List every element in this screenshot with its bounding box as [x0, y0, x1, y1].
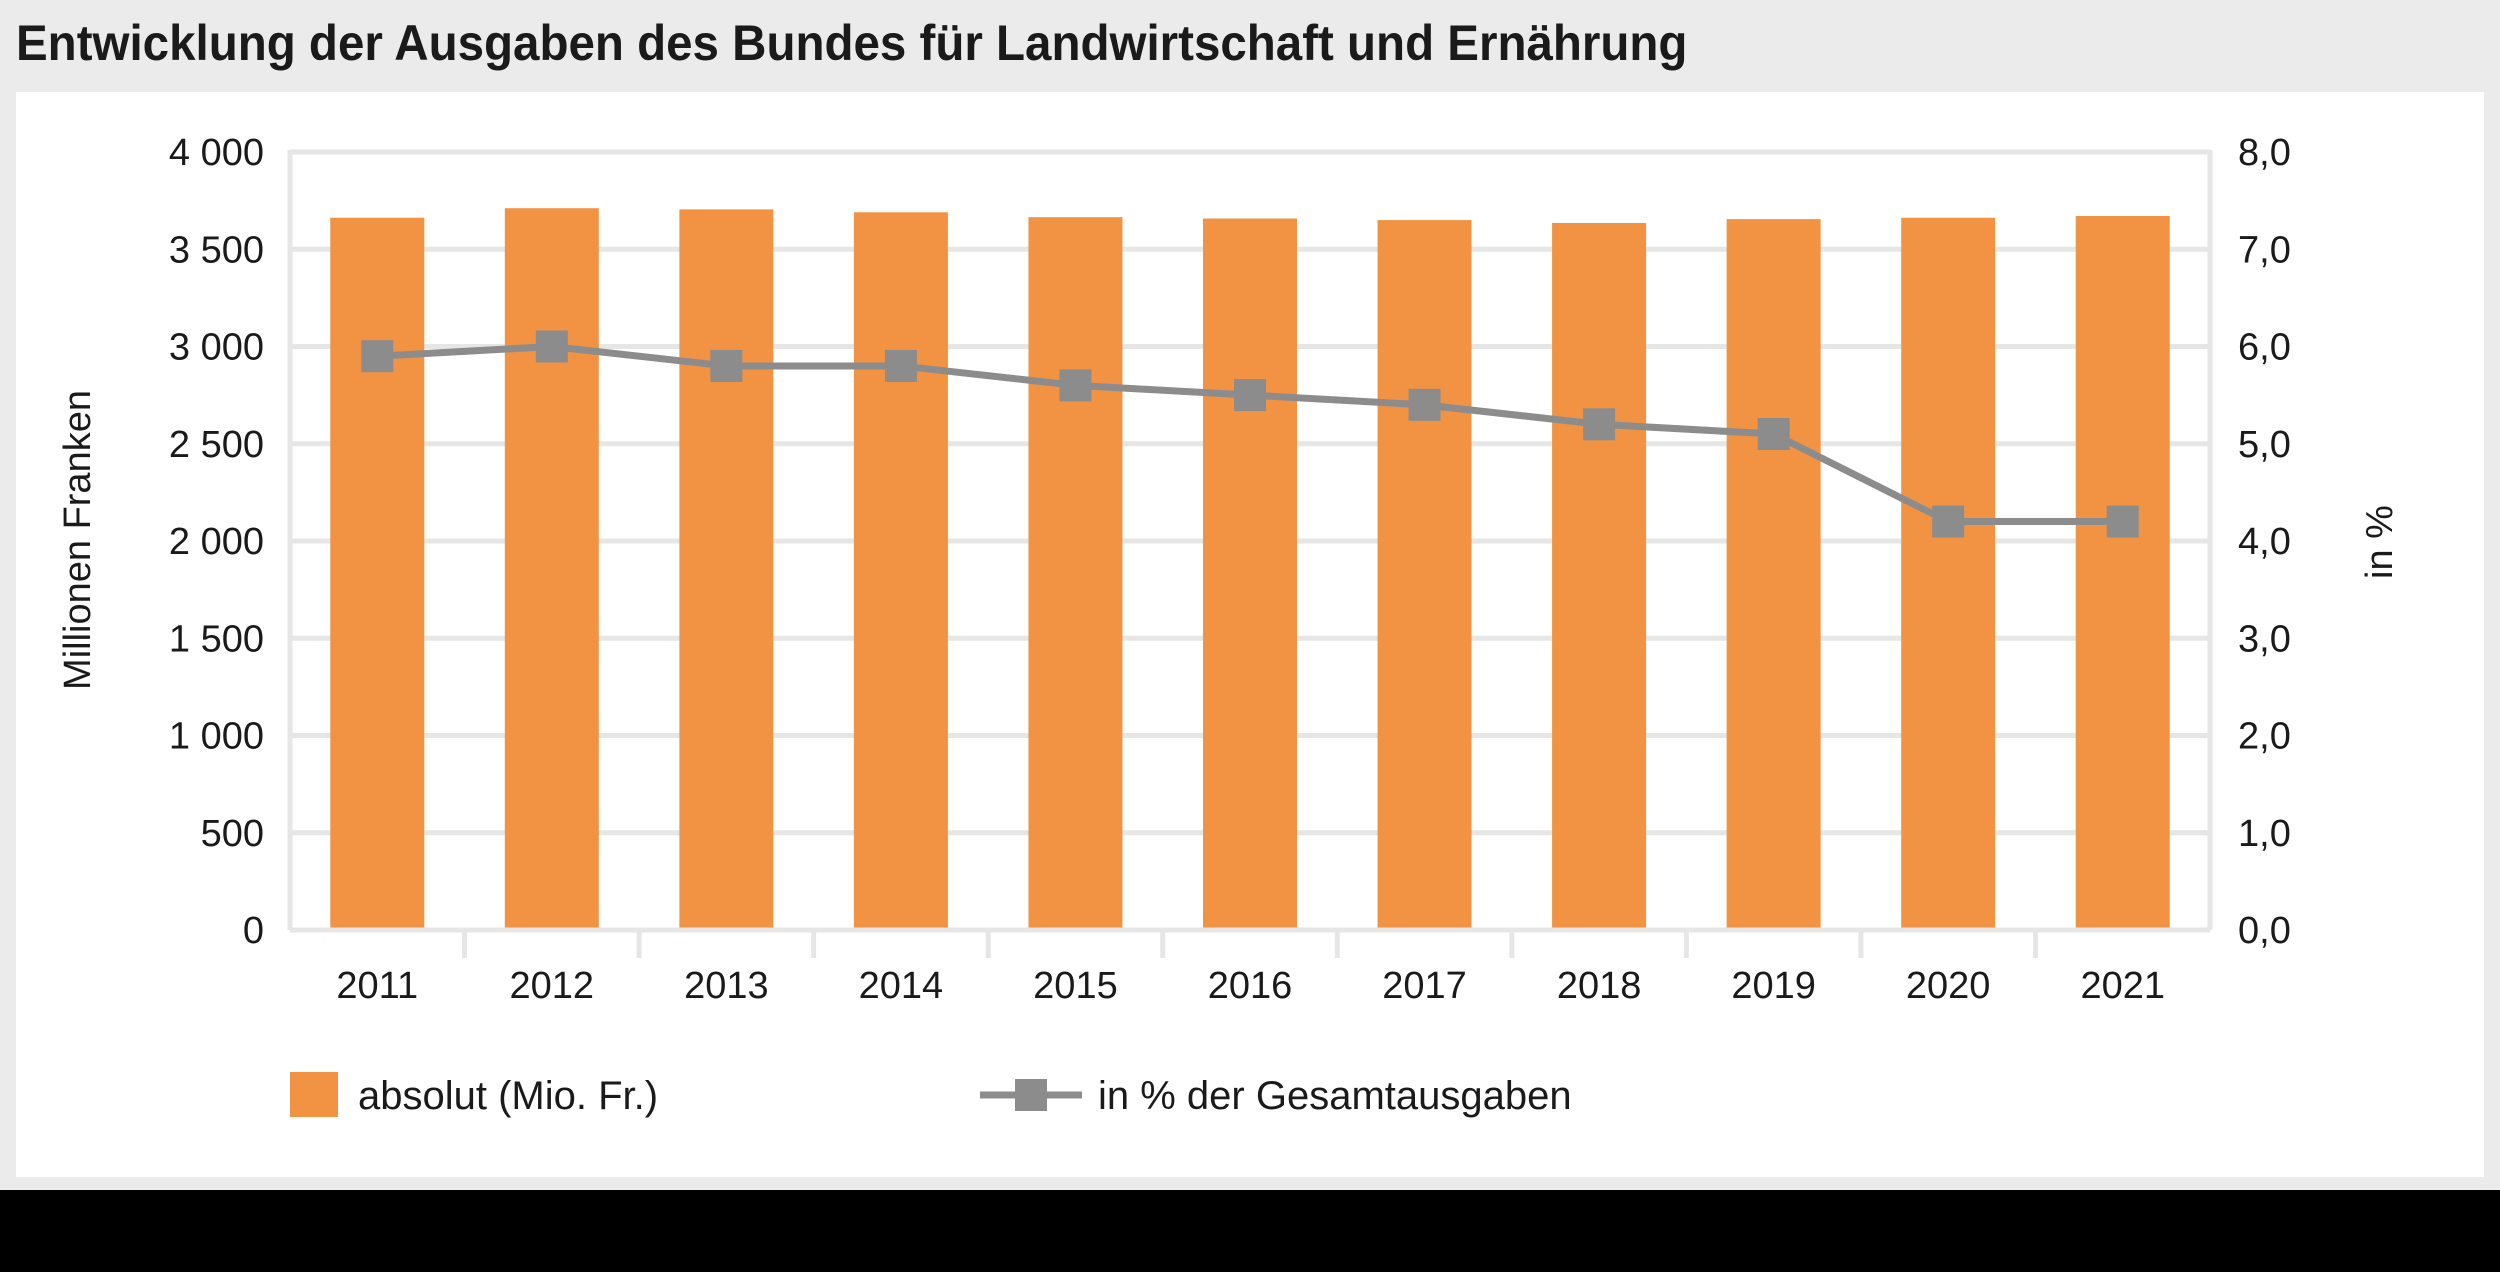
bar [1028, 217, 1123, 931]
left-tick-label: 1 000 [169, 716, 264, 758]
left-tick-label: 3 500 [169, 229, 264, 271]
left-tick-label: 2 000 [169, 521, 264, 563]
right-tick-label: 4,0 [2238, 521, 2291, 563]
percent-marker [1234, 379, 1266, 412]
right-tick-label: 8,0 [2238, 132, 2291, 174]
right-tick-label: 1,0 [2238, 813, 2291, 855]
figure-frame: Entwicklung der Ausgaben des Bundes für … [0, 0, 2500, 1190]
left-tick-label: 3 000 [169, 327, 264, 369]
left-tick-label: 4 000 [169, 132, 264, 174]
bar [330, 217, 425, 931]
left-tick-label: 0 [243, 910, 264, 952]
percent-marker [2106, 505, 2139, 538]
x-tick-label: 2014 [859, 965, 944, 1007]
right-tick-label: 0,0 [2238, 910, 2291, 952]
axes [290, 927, 2210, 958]
legend-bar-label: absolut (Mio. Fr.) [358, 1074, 658, 1118]
bar [679, 209, 774, 930]
x-tick-label: 2018 [1557, 965, 1642, 1007]
left-tick-label: 2 500 [169, 424, 264, 466]
x-tick-label: 2017 [1382, 965, 1467, 1007]
bar [1203, 218, 1297, 931]
percent-marker [710, 349, 743, 382]
left-axis-label: Millionen Franken [57, 390, 99, 690]
x-tick-label: 2019 [1731, 965, 1816, 1007]
percent-marker [535, 330, 568, 363]
legend-line-label: in % der Gesamtausgaben [1098, 1074, 1572, 1118]
right-tick-label: 3,0 [2238, 618, 2291, 660]
percent-marker [1059, 369, 1092, 402]
chart-panel: 0 500 1 000 1 500 2 000 2 500 3 000 3 500 4 000 … [16, 92, 2484, 1177]
x-tick-label: 2011 [336, 965, 418, 1007]
percent-marker [361, 340, 394, 373]
bar [1377, 220, 1472, 930]
right-tick-label: 6,0 [2238, 327, 2291, 369]
right-tick-label: 2,0 [2238, 716, 2291, 758]
left-axis-ticks: 0 500 1 000 1 500 2 000 2 500 3 000 3 500 4 000 [169, 132, 264, 952]
bars [330, 208, 2170, 931]
bar [1901, 217, 1996, 931]
x-tick-label: 2020 [1906, 965, 1991, 1007]
x-tick-label: 2013 [684, 965, 769, 1007]
percent-marker [1583, 408, 1616, 441]
left-tick-label: 1 500 [169, 618, 264, 660]
line-series [361, 330, 2139, 538]
percent-marker [1408, 388, 1441, 421]
percent-marker [1932, 505, 1965, 538]
x-tick-label: 2012 [510, 965, 595, 1007]
legend-line-marker [1015, 1079, 1047, 1111]
x-tick-label: 2021 [2080, 965, 2165, 1007]
percent-marker [1757, 418, 1790, 451]
bar [1726, 219, 1821, 930]
bar [1552, 222, 1647, 930]
legend-bar-swatch [290, 1072, 338, 1117]
right-tick-label: 5,0 [2238, 424, 2291, 466]
legend: absolut (Mio. Fr.) in % der Gesamtausgab… [290, 1072, 1572, 1118]
x-tick-label: 2015 [1033, 965, 1118, 1007]
chart-title: Entwicklung der Ausgaben des Bundes für … [16, 15, 1688, 71]
x-axis-ticks: 2011 2012 2013 2014 2015 2016 2017 2018 2019 2020… [336, 965, 2165, 1007]
percent-marker [884, 349, 917, 382]
left-tick-label: 500 [201, 813, 264, 855]
bar [504, 208, 599, 930]
bar [853, 212, 948, 931]
right-tick-label: 7,0 [2238, 229, 2291, 271]
right-axis-label: in % [2359, 505, 2401, 579]
bar [2075, 215, 2170, 931]
right-axis-ticks: 0,0 1,0 2,0 3,0 4,0 5,0 6,0 7,0 8,0 [2238, 132, 2291, 952]
x-tick-label: 2016 [1208, 965, 1293, 1007]
